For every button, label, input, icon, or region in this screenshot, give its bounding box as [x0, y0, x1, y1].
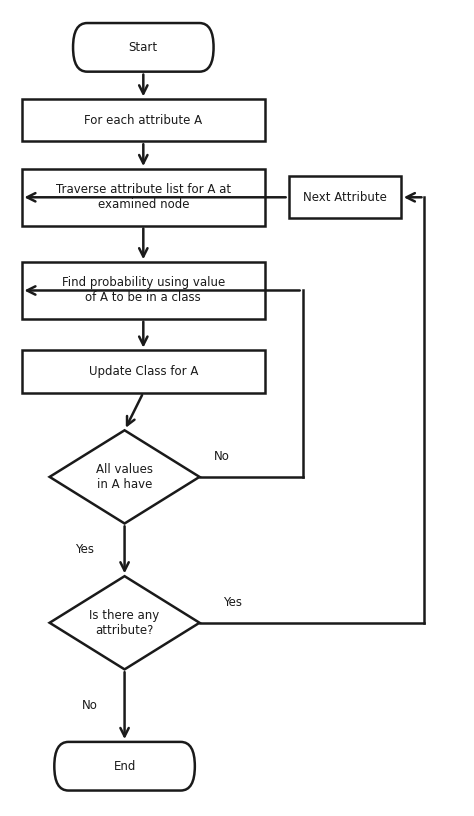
- Bar: [21, 100, 265, 141]
- FancyBboxPatch shape: [55, 742, 195, 791]
- Text: Yes: Yes: [75, 543, 94, 557]
- FancyBboxPatch shape: [73, 23, 214, 72]
- Text: End: End: [113, 760, 136, 773]
- Text: Traverse attribute list for A at
examined node: Traverse attribute list for A at examine…: [56, 184, 231, 211]
- Text: Yes: Yes: [223, 596, 242, 609]
- Bar: [21, 262, 265, 319]
- Text: Is there any
attribute?: Is there any attribute?: [90, 609, 160, 636]
- Polygon shape: [50, 576, 200, 669]
- Text: Start: Start: [129, 41, 158, 54]
- Text: Find probability using value
of A to be in a class: Find probability using value of A to be …: [62, 277, 225, 304]
- Bar: [21, 169, 265, 226]
- Text: All values
in A have: All values in A have: [96, 463, 153, 491]
- Polygon shape: [50, 430, 200, 524]
- Text: No: No: [82, 699, 97, 712]
- Text: No: No: [214, 450, 229, 463]
- Bar: [289, 176, 401, 219]
- Text: Update Class for A: Update Class for A: [89, 365, 198, 378]
- Text: For each attribute A: For each attribute A: [84, 113, 202, 126]
- Bar: [21, 350, 265, 392]
- Text: Next Attribute: Next Attribute: [303, 191, 387, 204]
